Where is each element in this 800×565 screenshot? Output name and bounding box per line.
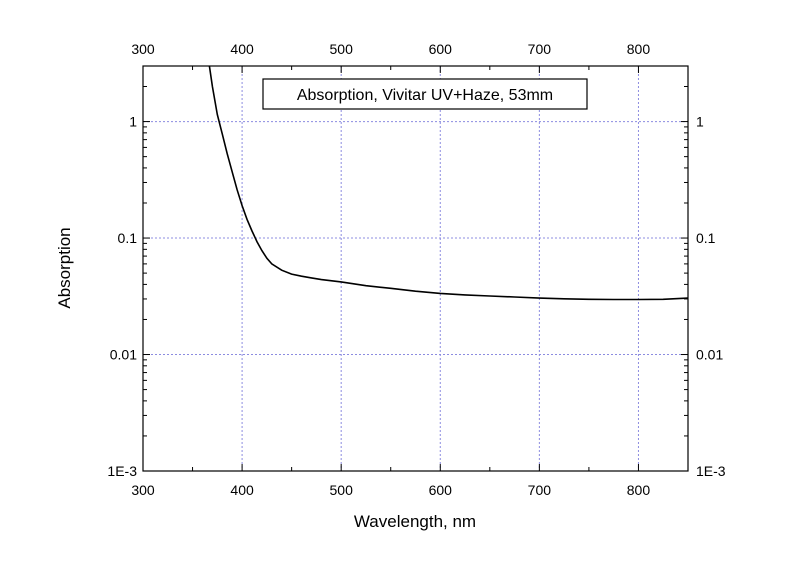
- legend-box: Absorption, Vivitar UV+Haze, 53mm: [262, 78, 588, 110]
- x-tick-label-bottom: 300: [131, 482, 155, 498]
- absorption-series-line: [208, 65, 689, 301]
- tick-labels: 300 300 400 400 500 500 600 600 700 700 800 800 1E-3…: [107, 41, 725, 498]
- chart-title: Absorption, Vivitar UV+Haze, 53mm: [297, 87, 553, 104]
- x-tick-label-bottom: 400: [230, 482, 254, 498]
- y-tick-label-left: 0.01: [110, 347, 137, 363]
- x-axis-title: Wavelength, nm: [354, 512, 476, 531]
- x-tick-label-top: 400: [230, 41, 254, 57]
- x-tick-label-top: 700: [528, 41, 552, 57]
- y-tick-label-right: 0.1: [696, 230, 716, 246]
- x-tick-label-top: 600: [429, 41, 453, 57]
- y-tick-label-left: 0.1: [118, 230, 138, 246]
- y-tick-label-right: 1: [696, 114, 704, 130]
- y-tick-label-left: 1: [129, 114, 137, 130]
- series-layer: [208, 65, 689, 301]
- plot-frame: [142, 65, 689, 472]
- grid-lines: [143, 66, 688, 471]
- y-tick-label-left: 1E-3: [107, 463, 137, 479]
- x-tick-label-bottom: 700: [528, 482, 552, 498]
- y-axis-title: Absorption: [55, 227, 74, 308]
- x-tick-label-top: 500: [330, 41, 354, 57]
- y-tick-label-right: 1E-3: [696, 463, 726, 479]
- x-tick-label-bottom: 600: [429, 482, 453, 498]
- axis-ticks: [142, 66, 688, 472]
- y-tick-label-right: 0.01: [696, 347, 723, 363]
- x-tick-label-bottom: 500: [330, 482, 354, 498]
- x-tick-label-top: 800: [627, 41, 651, 57]
- x-tick-label-bottom: 800: [627, 482, 651, 498]
- x-tick-label-top: 300: [131, 41, 155, 57]
